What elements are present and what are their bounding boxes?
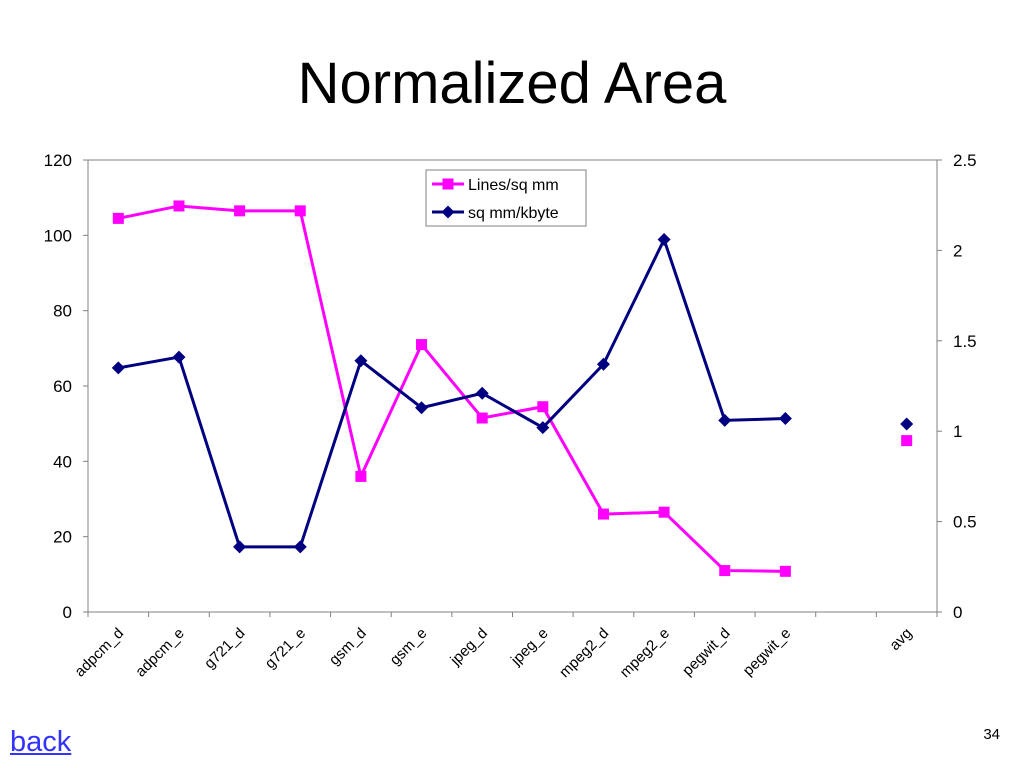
data-point xyxy=(537,401,549,413)
series-0 xyxy=(112,200,913,577)
data-point xyxy=(172,350,186,364)
x-axis-tick-label: jpeg_d xyxy=(446,625,491,670)
right-axis-tick-label: 0 xyxy=(953,603,962,622)
data-point xyxy=(354,354,368,368)
data-point xyxy=(233,540,247,554)
chart: 0 20 40 60 80 100 120 0 0.5 1 1.5 2 2.5 adpcm_d adpcm_… xyxy=(44,151,977,681)
chart-series xyxy=(111,200,914,577)
data-point xyxy=(596,357,610,371)
x-axis-tick-label: gsm_e xyxy=(387,625,431,669)
x-axis-tick-label: mpeg2_e xyxy=(617,625,673,681)
data-point xyxy=(112,212,124,224)
series-line xyxy=(118,235,786,549)
left-axis-tick-label: 40 xyxy=(53,452,72,471)
series-line xyxy=(118,204,786,573)
back-link[interactable]: back xyxy=(10,726,72,758)
left-axis-tick-label: 100 xyxy=(44,226,72,245)
x-axis-tick-label: jpeg_e xyxy=(507,625,552,670)
data-point xyxy=(173,200,185,212)
legend-label: sq mm/kbyte xyxy=(468,205,559,222)
data-point xyxy=(355,470,367,482)
chart-axes: 0 20 40 60 80 100 120 0 0.5 1 1.5 2 2.5 adpcm_d adpcm_… xyxy=(44,151,977,681)
left-axis-tick-label: 80 xyxy=(53,302,72,321)
x-axis-tick-label: pegwit_d xyxy=(679,625,733,679)
slide-title: Normalized Area xyxy=(297,51,727,116)
page-number: 34 xyxy=(983,726,1000,743)
legend-marker xyxy=(442,178,454,190)
x-axis-tick-label: adpcm_e xyxy=(132,625,188,681)
data-point xyxy=(294,205,306,217)
right-axis-tick-label: 2.5 xyxy=(953,151,977,170)
data-point xyxy=(234,205,246,217)
series-1 xyxy=(111,233,914,554)
data-point xyxy=(476,412,488,424)
x-axis-tick-label: mpeg2_d xyxy=(556,625,612,681)
data-point xyxy=(111,361,125,375)
left-axis-tick-label: 20 xyxy=(53,528,72,547)
right-axis-tick-label: 0.5 xyxy=(953,513,977,532)
data-point xyxy=(475,386,489,400)
left-axis-tick-label: 120 xyxy=(44,151,72,170)
data-point xyxy=(416,339,428,351)
x-axis-tick-label: gsm_d xyxy=(326,625,370,669)
right-axis-tick-label: 1.5 xyxy=(953,332,977,351)
data-point xyxy=(778,412,792,426)
x-axis-tick-label: g721_d xyxy=(201,625,248,672)
plot-area xyxy=(87,159,938,613)
data-point xyxy=(658,506,670,518)
right-axis-tick-label: 1 xyxy=(953,422,962,441)
x-axis-tick-label: avg xyxy=(886,625,915,654)
legend-label: Lines/sq mm xyxy=(468,177,559,194)
data-point xyxy=(293,540,307,554)
chart-legend: Lines/sq mm sq mm/kbyte xyxy=(425,169,587,227)
data-point xyxy=(536,421,550,435)
data-point xyxy=(900,417,914,431)
x-axis-tick-label: adpcm_d xyxy=(71,625,127,681)
x-axis-tick-label: pegwit_e xyxy=(740,625,794,679)
right-axis-tick-label: 2 xyxy=(953,241,962,260)
data-point xyxy=(657,233,671,247)
data-point xyxy=(718,413,732,427)
data-point xyxy=(597,508,609,520)
data-point xyxy=(719,565,731,577)
left-axis-tick-label: 60 xyxy=(53,377,72,396)
x-axis-tick-label: g721_e xyxy=(262,625,309,672)
data-point xyxy=(779,565,791,577)
left-axis-tick-label: 0 xyxy=(63,603,72,622)
data-point xyxy=(901,435,913,447)
data-point xyxy=(415,401,429,415)
legend-marker xyxy=(441,205,455,219)
